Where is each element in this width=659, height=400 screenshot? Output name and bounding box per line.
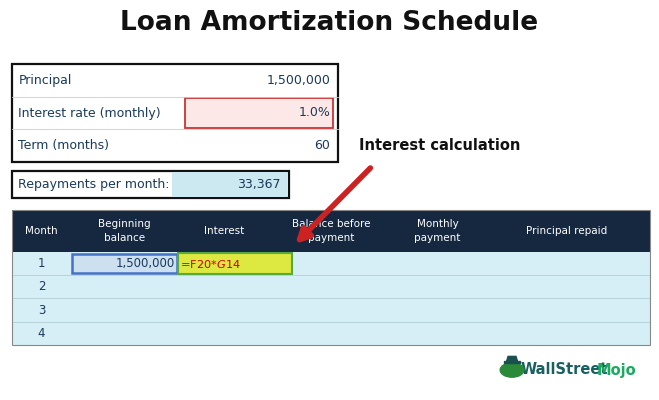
FancyBboxPatch shape [12,210,650,252]
Text: 1,500,000: 1,500,000 [115,257,175,270]
Polygon shape [504,361,520,363]
FancyBboxPatch shape [12,298,650,322]
Text: 33,367: 33,367 [237,178,281,191]
FancyBboxPatch shape [185,98,333,128]
FancyBboxPatch shape [12,171,289,198]
Text: Interest rate (monthly): Interest rate (monthly) [18,106,161,120]
Text: Balance before: Balance before [291,219,370,229]
Circle shape [500,363,524,377]
Polygon shape [506,356,518,363]
FancyBboxPatch shape [12,322,650,345]
Text: payment: payment [308,233,354,243]
Text: Interest calculation: Interest calculation [359,138,521,154]
Text: Month: Month [25,226,58,236]
Text: Monthly: Monthly [416,219,459,229]
Text: 1: 1 [38,257,45,270]
Text: Principal: Principal [18,74,72,87]
Text: 2: 2 [38,280,45,293]
FancyBboxPatch shape [72,254,177,273]
FancyBboxPatch shape [12,275,650,298]
Text: Beginning: Beginning [98,219,151,229]
Text: Term (months): Term (months) [18,139,109,152]
FancyBboxPatch shape [12,64,338,162]
Text: 60: 60 [314,139,330,152]
Text: 1,500,000: 1,500,000 [266,74,330,87]
Text: Repayments per month:: Repayments per month: [18,178,170,191]
Text: payment: payment [415,233,461,243]
Text: =F20*$G$14: =F20*$G$14 [181,258,241,270]
FancyBboxPatch shape [12,252,650,275]
Text: balance: balance [104,233,145,243]
Text: Mojo: Mojo [596,362,636,378]
Text: 3: 3 [38,304,45,316]
FancyBboxPatch shape [173,172,287,197]
Text: WallStreet: WallStreet [521,362,608,378]
Text: 4: 4 [38,327,45,340]
Text: 1.0%: 1.0% [299,106,330,120]
Text: Loan Amortization Schedule: Loan Amortization Schedule [121,10,538,36]
Text: Principal repaid: Principal repaid [527,226,608,236]
FancyBboxPatch shape [178,253,292,274]
Text: Interest: Interest [204,226,244,236]
